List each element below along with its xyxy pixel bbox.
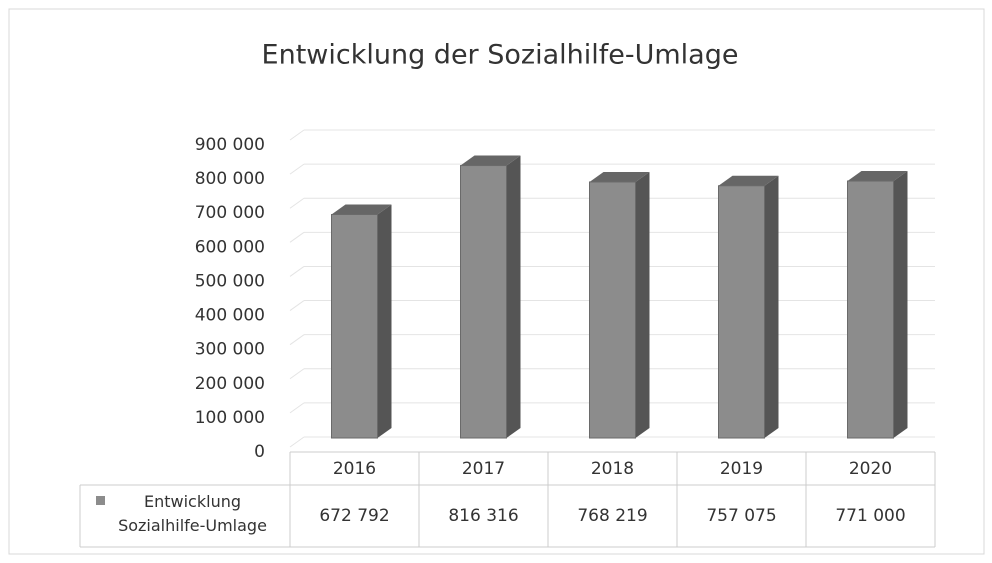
grid-line <box>289 334 305 346</box>
x-tick-label: 2020 <box>849 459 892 479</box>
bar-front <box>847 180 894 439</box>
table-value: 768 219 <box>577 506 647 526</box>
grid-line <box>289 231 305 243</box>
bar-side <box>506 155 521 439</box>
grid-line <box>289 163 305 175</box>
table-value: 816 316 <box>448 506 518 526</box>
bar-front <box>331 214 378 439</box>
grid-line <box>289 197 305 209</box>
y-tick-label: 500 000 <box>195 271 265 291</box>
bar-side <box>764 175 779 439</box>
y-tick-label: 300 000 <box>195 340 265 360</box>
grid-line <box>289 300 305 311</box>
legend-key <box>96 496 105 505</box>
bar-side <box>377 204 392 438</box>
x-tick-label: 2018 <box>591 459 634 479</box>
y-tick-label: 100 000 <box>195 408 265 428</box>
bar-front <box>460 165 507 439</box>
table-value: 771 000 <box>835 506 905 526</box>
bar-top <box>331 204 392 215</box>
bar <box>460 155 521 439</box>
bar <box>331 204 392 439</box>
bar <box>589 171 650 439</box>
bar-side <box>893 171 908 438</box>
grid-line <box>289 368 305 380</box>
grid-line <box>289 129 305 141</box>
x-tick-label: 2016 <box>333 459 376 479</box>
bar-top <box>847 171 908 182</box>
bar <box>718 175 779 439</box>
legend-label: Entwicklung Sozialhilfe-Umlage <box>118 492 267 535</box>
grid-line <box>289 266 305 277</box>
bar-side <box>635 171 650 438</box>
y-tick-label: 700 000 <box>195 203 265 223</box>
y-tick-label: 800 000 <box>195 169 265 189</box>
bar-front <box>718 185 765 439</box>
grid-line <box>289 402 305 414</box>
bar-top <box>589 171 650 182</box>
bar <box>847 171 908 439</box>
bar-front <box>589 181 636 439</box>
bar-top <box>460 155 521 166</box>
x-tick-label: 2017 <box>462 459 505 479</box>
chart-title: Entwicklung der Sozialhilfe-Umlage <box>262 40 739 71</box>
x-tick-label: 2019 <box>720 459 763 479</box>
y-tick-label: 600 000 <box>195 237 265 257</box>
y-tick-label: 400 000 <box>195 306 265 326</box>
bar-top <box>718 175 779 186</box>
y-tick-label: 900 000 <box>195 135 265 155</box>
table-value: 757 075 <box>706 506 776 526</box>
y-tick-label: 200 000 <box>195 374 265 394</box>
table-value: 672 792 <box>319 506 389 526</box>
grid-line <box>289 436 305 448</box>
y-tick-label: 0 <box>254 442 265 462</box>
